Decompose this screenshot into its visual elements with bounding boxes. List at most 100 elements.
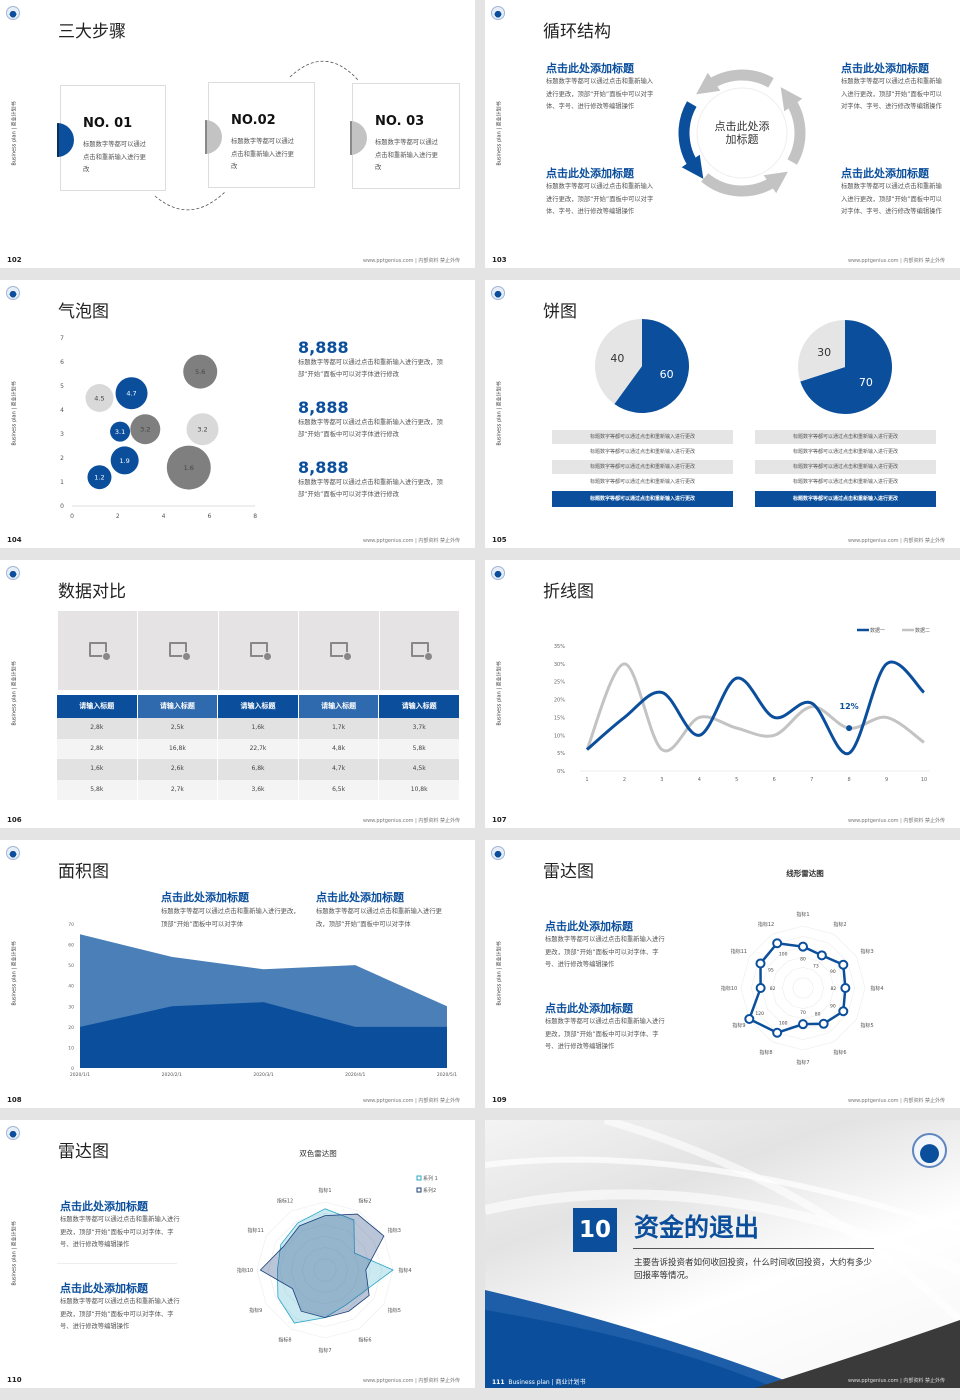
value-label: 82 [830, 986, 836, 992]
pie-legend-row: 标题数字等都可以通过点击和重新输入进行更改 [792, 479, 898, 485]
axis-label: 指标7 [318, 1347, 331, 1354]
slide-103[interactable]: 循环结构 Business plan | 商业计划书 点击此处添加标题 标题数字等… [485, 0, 960, 268]
image-placeholder[interactable] [138, 611, 218, 690]
radar-grid [771, 956, 835, 1020]
bubble-label: 1.2 [94, 474, 104, 482]
logo-icon [6, 286, 20, 300]
y-tick-label: 40 [68, 984, 74, 990]
slide-107[interactable]: 折线图 Business plan | 商业计划书 0% 5% 10% 15% 20% 2… [485, 560, 960, 828]
slide-106[interactable]: 数据对比 Business plan | 商业计划书 请输入标题 请输入标题 请输入… [0, 560, 475, 828]
chart-title: 双色雷达图 [299, 1148, 337, 1158]
step-text: 标题数字等都可以通过点击和重新输入进行更改 [375, 139, 438, 171]
line-chart: 0% 5% 10% 15% 20% 25% 30% 35% 1 2 3 4 5 6 7 8 9 10 12% 数据一 数… [554, 627, 930, 783]
y-tick-label: 0 [71, 1066, 74, 1072]
page-number: 104 [7, 536, 22, 544]
pie-label: 70 [859, 376, 873, 389]
value-label: 100 [779, 1020, 788, 1026]
column-header[interactable]: 请输入标题 [298, 695, 380, 718]
radar-grid [761, 946, 845, 1030]
slide-102[interactable]: 三大步骤 Business plan | 商业计划书 NO. 01 标题数字等都… [0, 0, 475, 268]
axis-label: 指标10 [237, 1267, 253, 1274]
bubble [115, 377, 148, 410]
cycle-center-title[interactable]: 点击此处添加标题 [714, 120, 770, 146]
axis-label: 指标10 [721, 985, 737, 992]
block-text: 标题数字等都可以通过点击和重新输入进行更改，顶部“开始”面板中可以对字体、字号、… [841, 78, 942, 110]
image-placeholder[interactable] [218, 611, 299, 690]
block-text: 标题数字等都可以通过点击和重新输入进行更改，顶部“开始”面板中可以对字体、字号、… [60, 1216, 180, 1248]
x-tick-label: 4 [698, 777, 701, 783]
logo-icon [6, 1126, 20, 1140]
stat-text: 标题数字等都可以通过点击和重新输入进行更改，顶部“开始”面板中可以对字体进行修改 [298, 359, 443, 378]
y-tick-label: 70 [68, 922, 74, 928]
image-placeholder[interactable] [299, 611, 379, 690]
column-header[interactable]: 请输入标题 [57, 695, 138, 718]
axis-label: 指标12 [758, 921, 774, 928]
radar-point [818, 1018, 829, 1029]
bubble-label: 3.2 [140, 426, 150, 434]
bubble-label: 5.6 [195, 368, 205, 376]
plus-badge [182, 652, 192, 661]
image-placeholder[interactable] [57, 611, 138, 690]
step-marker-gray [350, 121, 367, 155]
table-cell: 22,7k [218, 738, 299, 759]
text-block: 点击此处添加标题 标题数字等都可以通过点击和重新输入进行更改，顶部“开始”面板中可… [841, 60, 947, 114]
logo-icon [6, 6, 20, 20]
column-header[interactable]: 请输入标题 [137, 695, 219, 718]
radar-point [840, 983, 851, 993]
block-heading: 点击此处添加标题 [545, 920, 633, 933]
x-tick-label: 2 [623, 777, 626, 783]
x-tick-label: 10 [921, 777, 927, 783]
step-card-3[interactable]: NO. 03 标题数字等都可以通过点击和重新输入进行更改 [352, 83, 460, 189]
slide-110[interactable]: 雷达图 Business plan | 商业计划书 点击此处添加标题 标题数字等都… [0, 1120, 475, 1388]
value-label: 100 [779, 952, 788, 958]
slide-108[interactable]: 面积图 Business plan | 商业计划书 0 10 20 30 40 50 60 7… [0, 840, 475, 1108]
bubble [130, 414, 161, 445]
y-tick-label: 0% [557, 769, 565, 775]
table-cell: 4,7k [298, 759, 380, 780]
y-tick-label: 30% [554, 662, 565, 668]
slide-109[interactable]: 雷达图 Business plan | 商业计划书 点击此处添加标题 标题数字等都… [485, 840, 960, 1108]
bubble-label: 3.2 [197, 426, 207, 434]
chart-title: 线形雷达图 [786, 868, 824, 878]
pie-legend-row: 标题数字等都可以通过点击和重新输入进行更改 [552, 491, 733, 507]
step-card-1[interactable]: NO. 01 标题数字等都可以通过点击和重新输入进行更改 [60, 85, 166, 191]
column-header[interactable]: 请输入标题 [218, 695, 299, 718]
table-cell: 5,8k [379, 738, 460, 759]
page-number: 109 [492, 1096, 507, 1104]
footer-text: www.pptgenius.com | 内部资料 禁止外传 [362, 538, 460, 544]
radar-series [259, 1213, 385, 1319]
axis-label: 指标5 [860, 1022, 873, 1029]
y-tick-label: 20% [554, 698, 565, 704]
block-text: 标题数字等都可以通过点击和重新输入进行更改，顶部“开始”面板中可以对字体、字号、… [546, 78, 654, 110]
x-tick-label: 7 [810, 777, 813, 783]
pie-slice [800, 320, 892, 414]
block-heading: 点击此处添加标题 [60, 1200, 148, 1213]
value-label: 80 [815, 1011, 821, 1017]
bubble-label: 1.9 [119, 457, 129, 465]
y-tick-label: 6 [60, 359, 64, 366]
legend-swatch [416, 1187, 422, 1193]
stat-value: 8,888 [298, 398, 349, 417]
axis-label: 指标4 [870, 985, 883, 992]
radar-grid [279, 1224, 371, 1316]
block-text: 标题数字等都可以通过点击和重新输入进行更改，顶部“开始”面板中可以对字体 [161, 908, 300, 928]
step-card-2[interactable]: NO.02 标题数字等都可以通过点击和重新输入进行更改 [208, 82, 315, 188]
bubble-label: 1.6 [184, 464, 194, 472]
step-marker-gray [205, 120, 222, 154]
footer-left: 111 Business plan | 商业计划书 [492, 1377, 586, 1386]
y-tick-label: 1 [60, 479, 64, 486]
text-block: 点击此处添加标题标题数字等都可以通过点击和重新输入进行更改，顶部“开始”面板中可… [60, 1198, 182, 1252]
radar-point [755, 983, 766, 993]
stat-value: 8,888 [298, 458, 349, 477]
x-tick-label: 2020/2/1 [162, 1072, 182, 1078]
x-tick-label: 3 [660, 777, 663, 783]
slide-111[interactable]: 10 资金的退出 主要告诉投资者如何收回投资，什么时间收回投资，大约有多少回报率… [485, 1120, 960, 1388]
area-series [80, 1002, 447, 1068]
slide-105[interactable]: 饼图 Business plan | 商业计划书 60 40 70 30 标题数字等都… [485, 280, 960, 548]
divider [57, 1263, 177, 1264]
column-header[interactable]: 请输入标题 [379, 695, 460, 718]
image-placeholder[interactable] [379, 611, 460, 690]
x-tick-label: 8 [253, 513, 257, 520]
pie-charts: 60 40 70 30 [595, 319, 892, 414]
